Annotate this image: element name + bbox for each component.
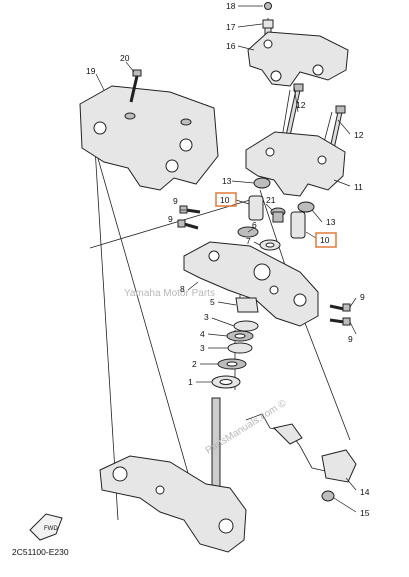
callout-17: 17 bbox=[226, 22, 236, 32]
callout-9a: 9 bbox=[173, 196, 178, 206]
highlight-box-10a bbox=[215, 192, 237, 207]
fwd-label: FWD bbox=[44, 526, 58, 532]
callout-9d: 9 bbox=[348, 334, 353, 344]
leader-lines bbox=[95, 5, 357, 513]
part-3-lower-race bbox=[227, 342, 253, 354]
watermark: Yamaha Motor Parts bbox=[124, 288, 215, 299]
part-11-lower-holder bbox=[245, 131, 346, 197]
callout-5: 5 bbox=[210, 297, 215, 307]
part-5-ring-nut bbox=[235, 297, 259, 313]
part-10-collars bbox=[248, 195, 306, 239]
part-3-upper-race bbox=[233, 320, 259, 332]
part-9-bolts bbox=[177, 205, 351, 326]
callout-8: 8 bbox=[180, 284, 185, 294]
part-13-nuts bbox=[253, 177, 315, 213]
fwd-arrow-icon: FWD bbox=[29, 513, 63, 541]
highlight-box-10b bbox=[315, 232, 337, 248]
callout-20: 20 bbox=[120, 53, 130, 63]
callout-10a: 10 bbox=[220, 195, 230, 205]
part-21-bushing bbox=[270, 207, 286, 223]
part-14-hose-guide bbox=[245, 413, 357, 483]
callout-6: 6 bbox=[252, 220, 257, 230]
callout-14: 14 bbox=[360, 487, 370, 497]
callout-19: 19 bbox=[86, 66, 96, 76]
callout-11: 11 bbox=[354, 182, 363, 192]
callout-7: 7 bbox=[246, 236, 251, 246]
callout-9b: 9 bbox=[168, 214, 173, 224]
callout-3b: 3 bbox=[200, 343, 205, 353]
callout-21: 21 bbox=[266, 195, 276, 205]
part-4-bearing bbox=[226, 330, 254, 342]
part-20-bolt bbox=[129, 69, 142, 103]
part-16-handlebar-holder bbox=[247, 31, 349, 87]
callout-10b: 10 bbox=[320, 235, 330, 245]
callout-13b: 13 bbox=[326, 217, 336, 227]
callout-1: 1 bbox=[188, 377, 193, 387]
diagram-code: 2C51100-E230 bbox=[12, 547, 69, 557]
part-18-cap bbox=[264, 2, 272, 10]
callout-15: 15 bbox=[360, 508, 370, 518]
part-8-upper-bracket bbox=[183, 241, 319, 327]
callout-12a: 12 bbox=[296, 100, 306, 110]
callout-9c: 9 bbox=[360, 292, 365, 302]
callout-12b: 12 bbox=[354, 130, 364, 140]
callout-2: 2 bbox=[192, 359, 197, 369]
callout-labels: 18 17 16 19 20 12 12 11 13 13 21 10 10 9… bbox=[86, 1, 370, 518]
callout-18: 18 bbox=[226, 1, 236, 11]
part-1-seal bbox=[211, 375, 241, 389]
part-15-nut bbox=[321, 490, 335, 502]
part-2-bearing bbox=[217, 358, 247, 370]
part-19-crown-cover bbox=[79, 85, 219, 191]
part-under-bracket bbox=[99, 397, 247, 553]
callout-13a: 13 bbox=[222, 176, 232, 186]
callout-16: 16 bbox=[226, 41, 236, 51]
callout-4: 4 bbox=[200, 329, 205, 339]
part-7-washer bbox=[259, 239, 281, 251]
callout-3a: 3 bbox=[204, 312, 209, 322]
